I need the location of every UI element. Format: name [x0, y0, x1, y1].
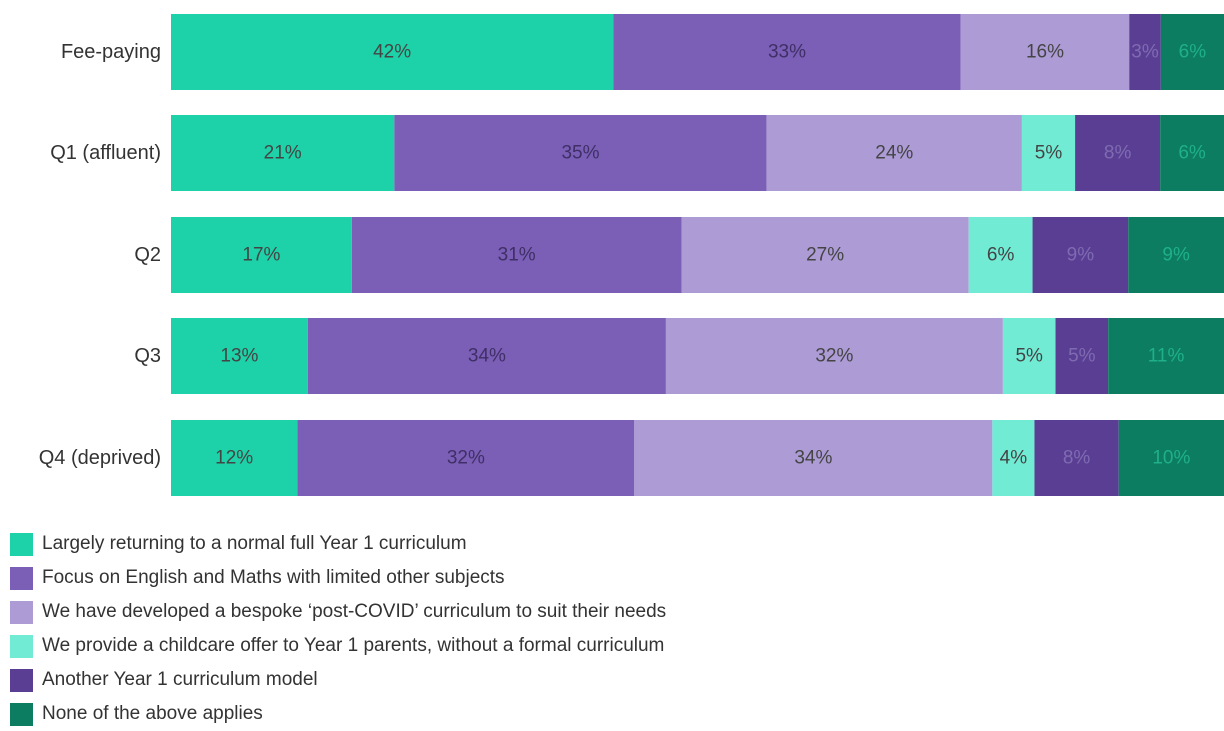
bar-segment: [992, 420, 1035, 496]
bar-segment: [1118, 420, 1224, 496]
category-label: Q2: [134, 244, 161, 266]
data-label: 17%: [242, 245, 280, 266]
bar-segment: [171, 318, 308, 394]
data-label: 34%: [794, 448, 832, 469]
bar-segment: [171, 14, 614, 90]
legend-item: We have developed a bespoke ‘post-COVID’…: [10, 595, 666, 629]
bar-segment: [968, 217, 1033, 293]
data-label: 9%: [1067, 245, 1095, 266]
bar-segment: [1108, 318, 1224, 394]
bar-segment: [681, 217, 969, 293]
stacked-bar-chart: Fee-paying 42% 33% 16% 3% 6% Q1 (affluent) 21% 3…: [39, 14, 1224, 496]
data-label: 9%: [1162, 245, 1190, 266]
data-label: 35%: [561, 143, 599, 164]
legend-swatch: [10, 634, 33, 658]
bar-segment: [307, 318, 666, 394]
legend-item: Largely returning to a normal full Year …: [10, 527, 666, 561]
bar-segment: [171, 115, 395, 191]
category-label: Q3: [134, 345, 161, 367]
data-label: 5%: [1035, 143, 1063, 164]
legend-swatch: [10, 702, 33, 726]
legend-item: Focus on English and Maths with limited …: [10, 561, 666, 595]
data-label: 21%: [264, 143, 302, 164]
bar-segment: [1032, 217, 1129, 293]
bar-segment: [297, 420, 635, 496]
category-label: Q4 (deprived): [39, 447, 161, 469]
legend-swatch: [10, 668, 33, 692]
legend-swatch: [10, 532, 33, 556]
data-label: 32%: [815, 346, 853, 367]
data-label: 5%: [1068, 346, 1096, 367]
data-label: 27%: [806, 245, 844, 266]
bar-segment: [1021, 115, 1076, 191]
bar-segment: [1075, 115, 1161, 191]
data-label: 34%: [468, 346, 506, 367]
data-label: 4%: [1000, 448, 1028, 469]
bar-segment: [171, 420, 298, 496]
data-label: 16%: [1026, 42, 1064, 63]
category-label: Q1 (affluent): [50, 142, 161, 164]
data-label: 24%: [875, 143, 913, 164]
data-label: 8%: [1104, 143, 1132, 164]
legend-label: Another Year 1 curriculum model: [42, 669, 318, 690]
data-label: 33%: [768, 42, 806, 63]
bar-segment: [1129, 14, 1161, 90]
plot-area: Fee-paying 42% 33% 16% 3% 6% Q1 (affluent) 21% 3…: [39, 14, 1224, 496]
bar-segment: [766, 115, 1022, 191]
bar-segment: [1002, 318, 1056, 394]
data-label: 42%: [373, 42, 411, 63]
bar-segment: [1128, 217, 1224, 293]
data-label: 31%: [498, 245, 536, 266]
category-label: Fee-paying: [61, 41, 161, 63]
data-label: 10%: [1152, 448, 1190, 469]
data-label: 8%: [1063, 448, 1091, 469]
bar-segment: [1160, 115, 1224, 191]
data-label: 32%: [447, 448, 485, 469]
bar-segment: [960, 14, 1130, 90]
legend-swatch: [10, 600, 33, 624]
data-label: 5%: [1015, 346, 1043, 367]
bar-segment: [1055, 318, 1109, 394]
legend-label: Focus on English and Maths with limited …: [42, 567, 505, 588]
data-label: 3%: [1131, 42, 1159, 63]
bar-segment: [613, 14, 961, 90]
legend-label: Largely returning to a normal full Year …: [42, 533, 467, 554]
bar-segment: [1034, 420, 1119, 496]
legend-label: We have developed a bespoke ‘post-COVID’…: [42, 601, 667, 622]
bar-segment: [1160, 14, 1224, 90]
data-label: 13%: [220, 346, 258, 367]
data-label: 6%: [1179, 42, 1207, 63]
data-label: 12%: [215, 448, 253, 469]
bar-segment: [394, 115, 767, 191]
chart-legend: Largely returning to a normal full Year …: [10, 527, 666, 731]
bar-segment: [171, 217, 352, 293]
legend-swatch: [10, 566, 33, 590]
legend-item: None of the above applies: [10, 697, 666, 731]
data-label: 11%: [1148, 346, 1185, 367]
bar-segment: [351, 217, 682, 293]
legend-item: We provide a childcare offer to Year 1 p…: [10, 629, 666, 663]
legend-item: Another Year 1 curriculum model: [10, 663, 666, 697]
legend-label: We provide a childcare offer to Year 1 p…: [42, 635, 665, 656]
bar-segment: [634, 420, 993, 496]
bar-segment: [665, 318, 1003, 394]
data-label: 6%: [1178, 143, 1206, 164]
legend-label: None of the above applies: [42, 703, 263, 724]
data-label: 6%: [987, 245, 1015, 266]
